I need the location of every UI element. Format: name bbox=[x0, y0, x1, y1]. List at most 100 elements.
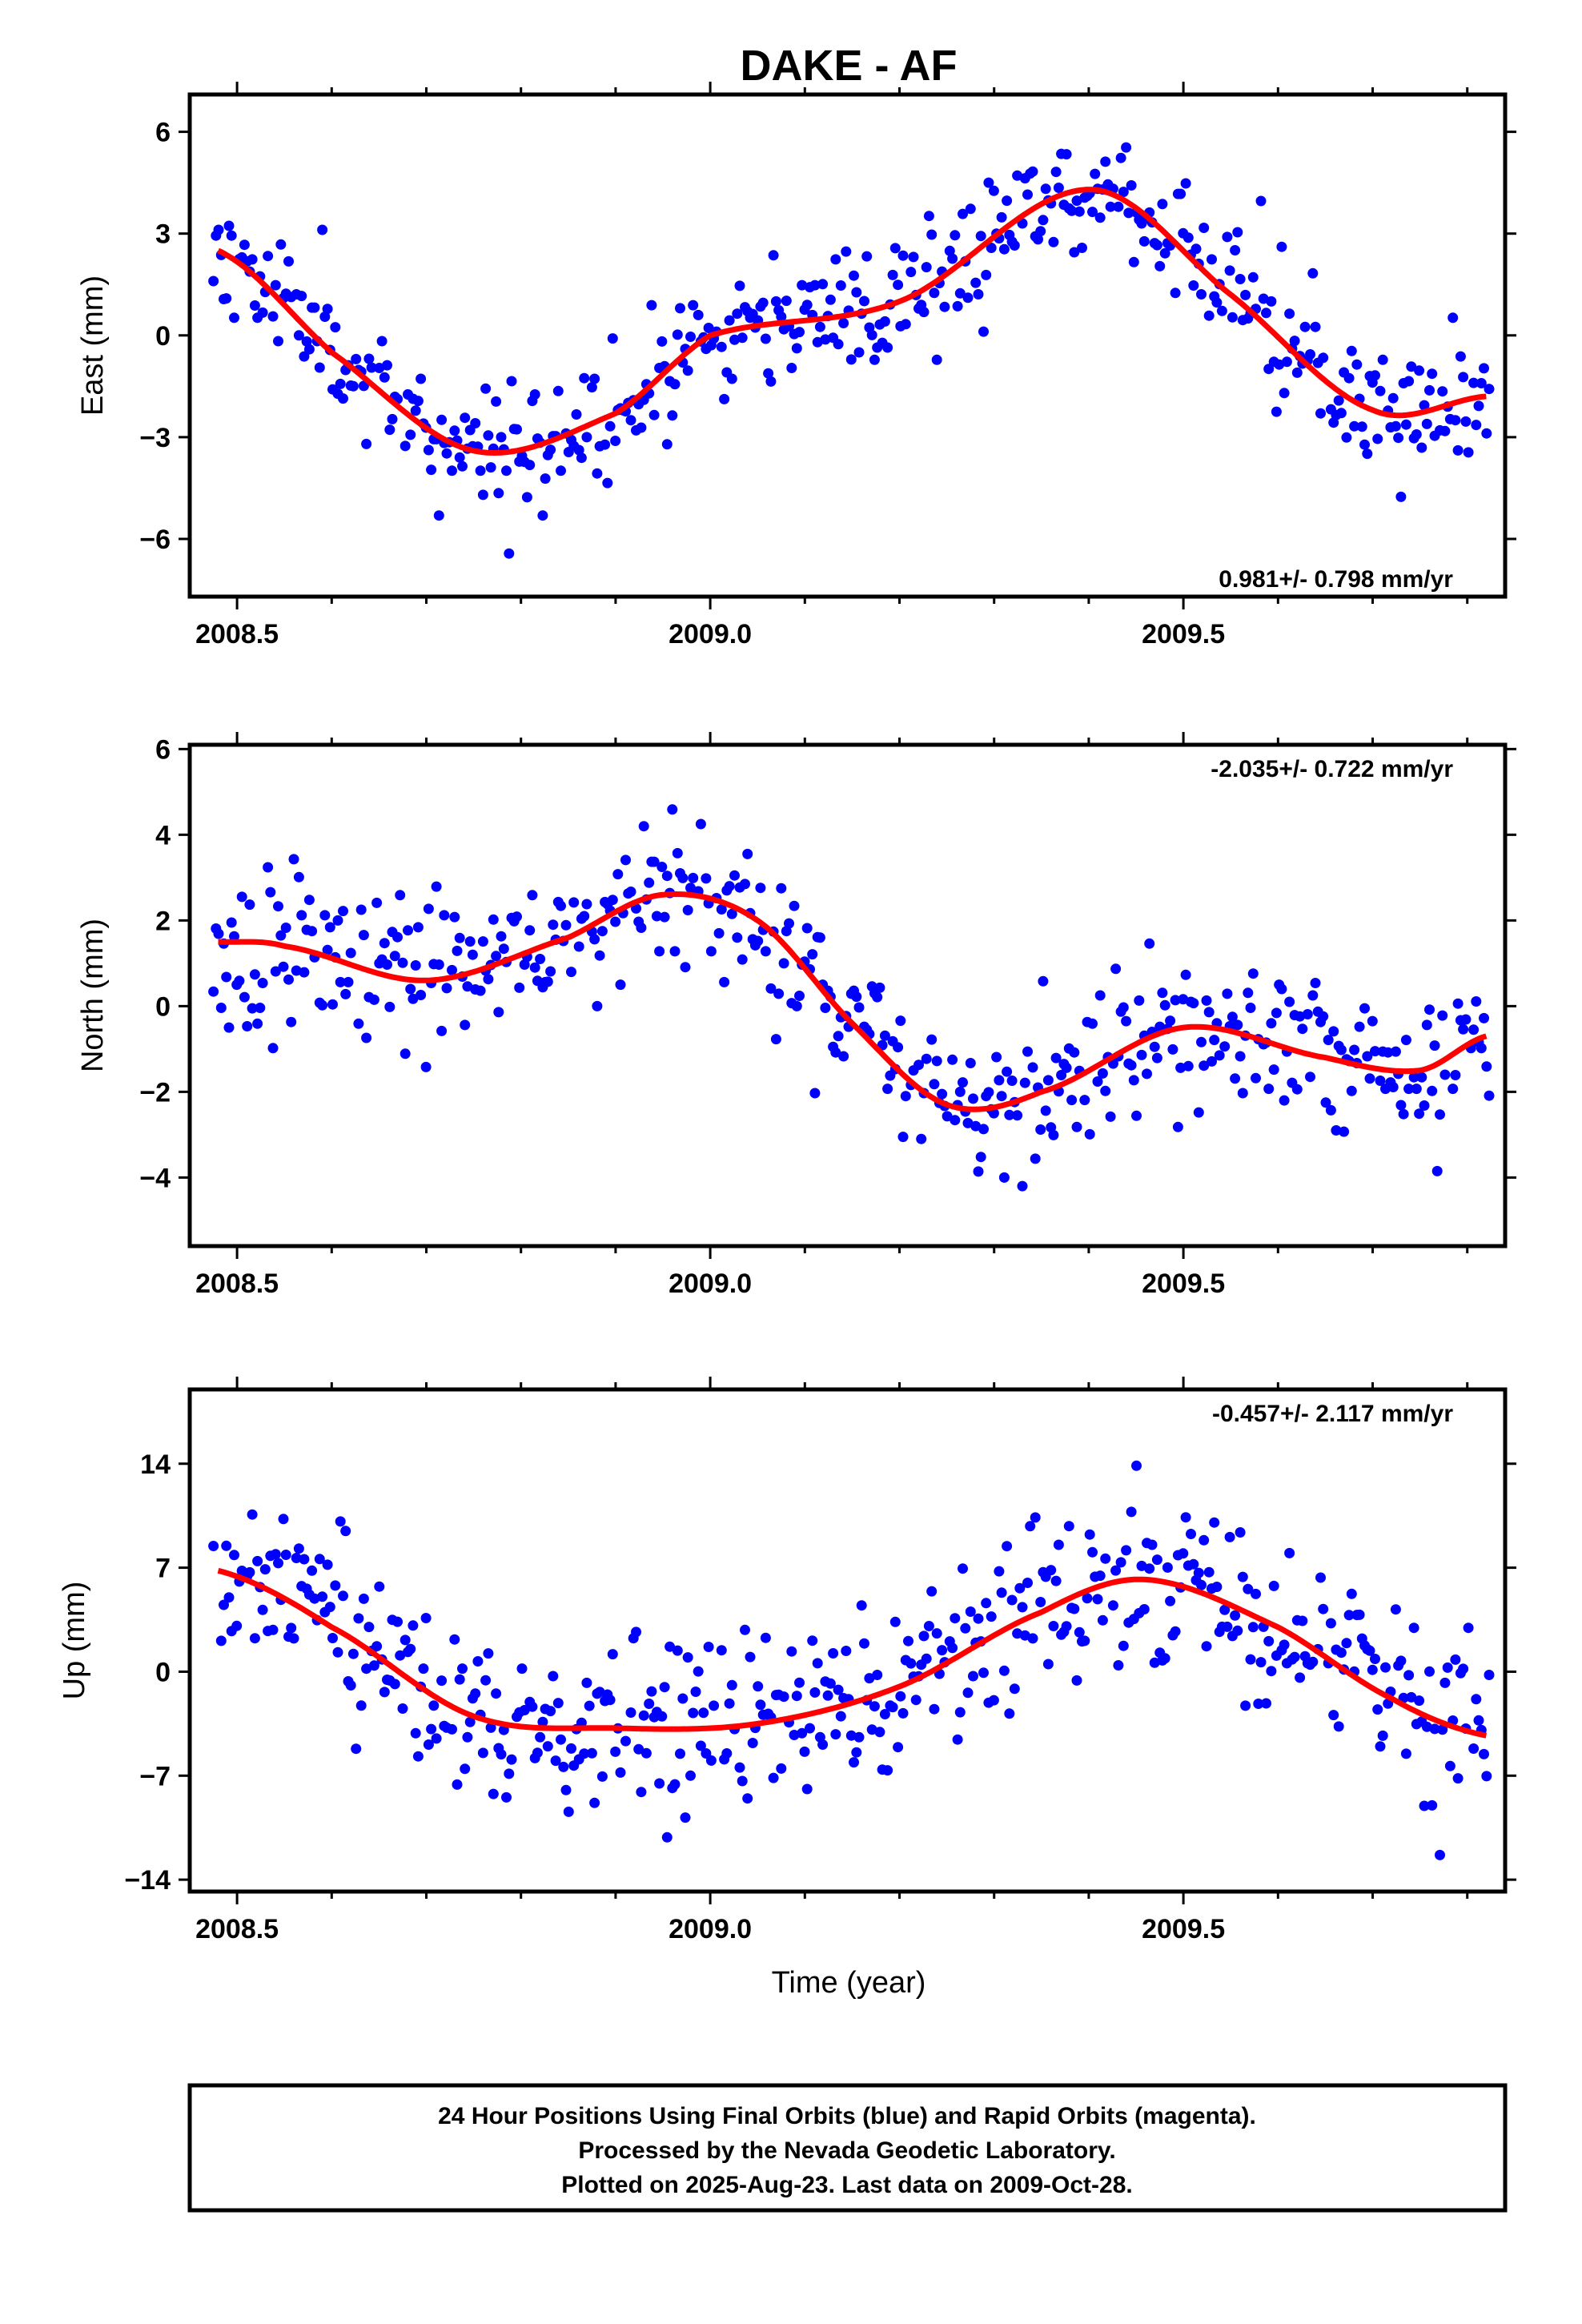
data-point bbox=[548, 919, 559, 931]
data-point bbox=[392, 931, 403, 943]
data-point bbox=[1230, 1610, 1241, 1621]
data-point bbox=[358, 930, 369, 941]
data-point bbox=[351, 353, 362, 364]
data-point bbox=[449, 911, 460, 923]
data-point bbox=[1315, 408, 1326, 419]
data-point bbox=[1009, 240, 1020, 251]
data-point bbox=[521, 492, 532, 503]
data-point bbox=[475, 465, 486, 476]
data-point bbox=[412, 922, 424, 933]
data-point bbox=[1170, 287, 1181, 299]
data-point bbox=[1247, 968, 1259, 979]
data-point bbox=[1138, 235, 1150, 247]
data-point bbox=[921, 262, 932, 273]
data-point bbox=[1349, 420, 1360, 432]
data-point bbox=[283, 974, 294, 985]
y-tick-label: −7 bbox=[139, 1761, 171, 1791]
data-point bbox=[998, 1172, 1010, 1183]
caption-line-1: 24 Hour Positions Using Final Orbits (bl… bbox=[438, 2103, 1256, 2129]
data-point bbox=[447, 964, 457, 975]
data-point bbox=[600, 439, 611, 450]
data-point bbox=[1090, 168, 1101, 179]
data-point bbox=[1243, 987, 1254, 999]
fit-curve bbox=[217, 187, 1487, 456]
data-point bbox=[698, 1707, 709, 1719]
data-point bbox=[589, 934, 600, 945]
data-point bbox=[770, 1034, 781, 1045]
data-point bbox=[760, 1632, 771, 1643]
data-point bbox=[527, 1701, 538, 1712]
data-point bbox=[296, 291, 307, 302]
data-point bbox=[709, 1700, 720, 1711]
data-point bbox=[680, 962, 691, 973]
data-point bbox=[1458, 372, 1469, 383]
data-point bbox=[794, 991, 805, 1001]
data-point bbox=[965, 203, 976, 215]
data-point bbox=[392, 1616, 403, 1627]
data-point bbox=[926, 1034, 938, 1045]
data-point bbox=[1320, 1097, 1331, 1108]
data-point bbox=[729, 870, 740, 881]
data-point bbox=[1351, 359, 1363, 370]
data-point bbox=[247, 1003, 258, 1014]
data-point bbox=[830, 1729, 841, 1740]
data-point bbox=[879, 316, 890, 327]
data-point bbox=[851, 1747, 862, 1758]
data-point bbox=[996, 1587, 1007, 1598]
data-point bbox=[1216, 305, 1227, 316]
data-point bbox=[1004, 1109, 1015, 1120]
data-point bbox=[449, 1634, 460, 1645]
data-point bbox=[1245, 1003, 1256, 1013]
data-point bbox=[548, 1671, 559, 1682]
data-point bbox=[1048, 1621, 1059, 1631]
data-point bbox=[485, 462, 496, 473]
x-tick-label: 2009.5 bbox=[1142, 619, 1225, 649]
data-point bbox=[1484, 384, 1495, 395]
data-point bbox=[1237, 1088, 1248, 1099]
data-point bbox=[485, 1722, 496, 1733]
data-point bbox=[1100, 1553, 1111, 1564]
data-point bbox=[975, 1152, 986, 1163]
data-point bbox=[464, 936, 476, 947]
data-point bbox=[1424, 384, 1435, 396]
data-point bbox=[926, 229, 938, 240]
data-point bbox=[1199, 1534, 1210, 1546]
data-point bbox=[801, 923, 813, 934]
data-point bbox=[853, 1002, 865, 1013]
data-point bbox=[1435, 1849, 1445, 1860]
data-point bbox=[439, 910, 450, 921]
data-point bbox=[384, 1001, 396, 1012]
data-point bbox=[231, 1620, 243, 1631]
data-point bbox=[1224, 265, 1235, 276]
data-point bbox=[535, 1731, 546, 1743]
data-point bbox=[1087, 207, 1098, 218]
data-point bbox=[675, 1748, 685, 1759]
data-point bbox=[1305, 349, 1315, 360]
data-point bbox=[1452, 998, 1464, 1009]
data-point bbox=[1390, 420, 1401, 432]
data-point bbox=[947, 1054, 958, 1065]
data-point bbox=[343, 976, 354, 987]
data-point bbox=[1481, 428, 1492, 439]
data-point bbox=[1367, 1015, 1378, 1027]
data-point bbox=[249, 1633, 260, 1644]
data-point bbox=[556, 465, 566, 476]
data-point bbox=[703, 323, 714, 333]
data-point bbox=[757, 297, 769, 308]
data-point bbox=[242, 1021, 253, 1031]
east-panel: 2008.5 2009.0 2009.5 6 3 0 −3 −6 East (mm) 0.981+… bbox=[76, 82, 1516, 649]
data-point bbox=[1414, 1108, 1425, 1120]
data-point bbox=[324, 1602, 335, 1613]
data-point bbox=[633, 1743, 644, 1755]
data-point bbox=[978, 1124, 989, 1135]
data-point bbox=[303, 344, 315, 355]
data-point bbox=[817, 279, 829, 290]
y-tick-label: −6 bbox=[139, 525, 171, 555]
data-point bbox=[1307, 990, 1319, 1001]
data-point bbox=[322, 944, 333, 955]
data-point bbox=[1069, 247, 1080, 258]
north-panel: 2008.5 2009.0 2009.5 6 4 2 0 −2 −4 North (mm) -2.0… bbox=[76, 732, 1516, 1299]
data-point bbox=[1452, 1773, 1464, 1784]
data-point bbox=[849, 270, 859, 281]
data-point bbox=[483, 430, 494, 441]
